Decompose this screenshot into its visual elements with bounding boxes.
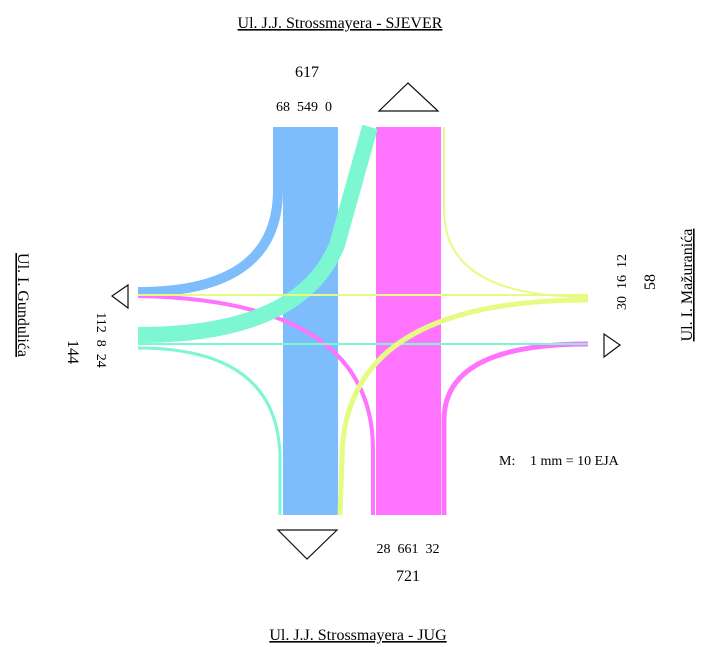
west-counts: 112 8 24 [93,312,108,367]
east-exit-arrow [603,332,622,359]
west-total: 144 [64,340,81,364]
west-right-turn-flow [137,346,282,515]
south-counts: 28 661 32 [377,542,440,557]
east-left-turn-flow [337,297,589,516]
west-flows [137,124,588,515]
street-north-label: Ul. J.J. Strossmayera - SJEVER [238,15,443,32]
east-total: 58 [642,274,659,290]
scale-value: 1 mm = 10 EJA [530,454,620,469]
north-through-flow [283,127,338,515]
south-through-flow [376,127,441,515]
east-right-turn-flow [443,127,589,298]
north-counts: 68 549 0 [276,100,332,115]
east-counts: 30 16 12 [615,254,630,310]
scale-prefix: M: [499,454,515,469]
street-west-label: Ul. I. Gundulića [14,253,31,357]
west-exit-arrow [110,283,129,310]
north-flows [137,127,338,515]
north-exit-arrow [377,82,440,112]
street-east-label: Ul. I. Mažuranića [679,229,696,342]
east-flows [138,127,589,516]
north-right-turn-flow [137,127,283,297]
street-south-label: Ul. J.J. Strossmayera - JUG [269,627,447,644]
south-right-turn-flow [441,341,589,515]
south-flows [137,127,589,515]
south-total: 721 [396,568,420,585]
south-left-turn-flow [137,294,375,515]
west-left-turn-flow [137,124,378,343]
north-total: 617 [295,64,319,81]
south-exit-arrow [276,529,339,560]
